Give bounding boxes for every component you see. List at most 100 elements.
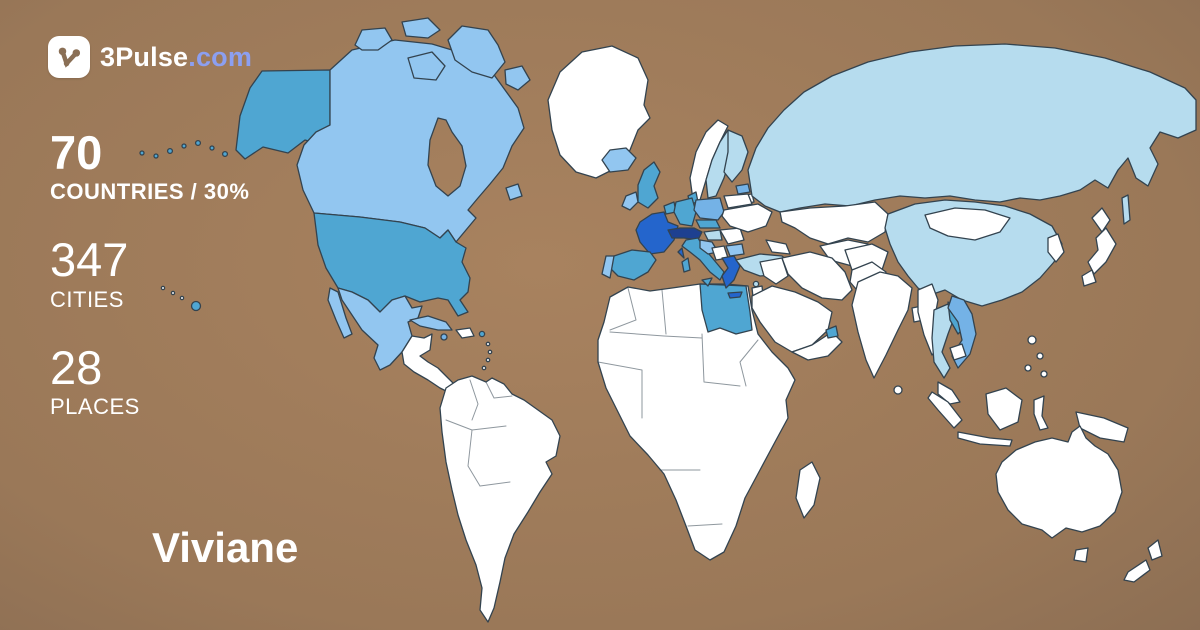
country-portugal [601,255,615,279]
country-spain [607,249,657,281]
country-arctic-islands [447,25,506,79]
island [487,349,493,355]
country-new-zealand [1123,559,1151,583]
country-germany [673,197,697,227]
country-mongolia [924,207,1011,241]
country-uk [637,161,661,209]
country-poland [693,197,725,221]
country-sri-lanka [893,385,903,395]
country-sakhalin [1121,194,1131,225]
country-belarus [723,193,753,209]
cities-label: CITIES [50,286,124,312]
region-asia [747,43,1197,447]
country-hungary [703,229,723,241]
country-ireland [621,191,639,211]
country-baja [327,287,353,339]
country-cambodia [949,343,967,361]
country-iceland [601,147,637,173]
country-aleutians [153,153,159,159]
places-label: PLACES [50,394,140,420]
country-aleutians [139,150,145,156]
island [485,357,491,363]
country-greenland [547,45,651,179]
country-hawaii [190,300,202,312]
country-arctic-islands [401,17,441,39]
cities-value: 347 [50,233,129,287]
country-bulgaria [725,243,745,257]
country-japan [1087,227,1117,275]
country-australia [995,425,1123,539]
countries-label: COUNTRIES / 30% [50,179,250,205]
region-oceania [995,425,1163,583]
country-aleutians [166,147,174,155]
country-japan [1081,269,1097,287]
island [160,285,166,291]
region-africa [597,283,821,561]
country-egypt [699,283,753,335]
country-philippines [1040,370,1048,378]
country-indonesia-java [957,431,1013,447]
country-india [851,271,913,379]
region-north-america [139,17,651,395]
country-iran [781,251,853,301]
country-south-america [439,375,561,623]
country-norway [689,119,729,201]
stat-countries: 70 COUNTRIES / 30% [50,128,249,205]
places-value: 28 [50,340,103,394]
country-sicily [701,277,713,287]
country-japan [1091,207,1111,233]
country-crete [727,291,743,299]
country-greece [721,255,741,289]
country-mexico [337,287,423,371]
country-aleutians [221,150,229,158]
country-cyprus [752,280,760,288]
country-finland [723,129,749,183]
country-saudi-arabia [751,285,833,353]
stat-places: 28 PLACES [50,340,249,420]
country-philippines [1036,352,1044,360]
island [481,365,487,371]
country-sardinia [681,257,691,273]
country-indonesia-borneo [985,387,1023,431]
country-yemen-oman [791,331,843,361]
country-uae [825,325,839,339]
country-jamaica [440,333,448,341]
country-russia [747,43,1197,213]
country-puerto-rico [478,330,486,338]
country-madagascar [795,461,821,519]
country-aleutians [209,145,215,151]
country-arctic-islands [407,51,446,81]
country-syria-iraq [759,257,789,285]
region-south-america [439,375,561,623]
logo[interactable]: 3Pulse.com [48,36,252,78]
country-hispaniola [455,327,475,339]
island [170,290,176,296]
island [485,341,491,347]
country-newfoundland [505,183,523,201]
country-kazakhstan [779,201,889,245]
country-france [635,211,679,255]
country-borders [445,379,513,487]
country-aleutians [194,139,202,147]
country-arctic-islands [354,27,393,51]
island [179,295,185,301]
country-new-zealand [1147,539,1163,561]
username: Viviane [152,524,299,571]
logo-brand: 3Pulse [100,41,189,72]
country-philippines [1027,335,1037,345]
country-romania [719,227,745,245]
logo-suffix: .com [188,41,253,72]
logo-text: 3Pulse.com [100,42,252,73]
region-europe [601,119,793,299]
country-indonesia-sulawesi [1033,395,1049,431]
country-korea [1047,233,1065,263]
country-aleutians [181,143,187,149]
3pulse-logo-icon [48,36,90,78]
country-czechia-slovakia [695,219,721,229]
country-arctic-islands [504,65,531,91]
country-borders [597,287,759,527]
country-ukraine [721,203,773,233]
country-cuba [409,315,453,331]
